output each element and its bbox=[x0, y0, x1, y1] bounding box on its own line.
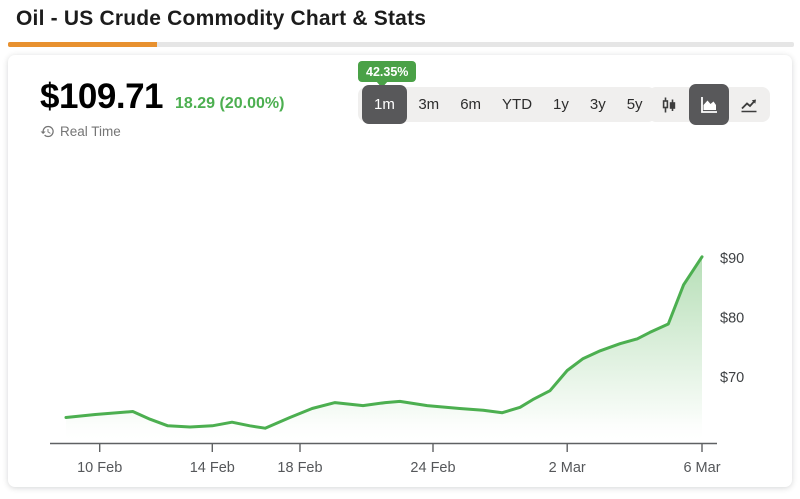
svg-text:$70: $70 bbox=[720, 370, 744, 386]
range-button-5y[interactable]: 5y bbox=[616, 90, 653, 119]
chart-type-candlestick-button[interactable] bbox=[651, 90, 687, 119]
history-clock-icon bbox=[40, 124, 55, 139]
page-title: Oil - US Crude Commodity Chart & Stats bbox=[16, 7, 427, 30]
chart-card: $109.71 18.29 (20.00%) Real Time 42.35% … bbox=[8, 55, 792, 487]
area-chart-icon bbox=[698, 94, 720, 116]
range-button-6m[interactable]: 6m bbox=[450, 90, 492, 119]
range-button-1m[interactable]: 1m bbox=[362, 85, 407, 124]
line-chart-icon bbox=[739, 95, 759, 115]
range-button-ytd[interactable]: YTD bbox=[492, 90, 543, 119]
realtime-row: Real Time bbox=[40, 124, 284, 139]
current-price: $109.71 bbox=[40, 77, 164, 116]
price-change: 18.29 (20.00%) bbox=[175, 95, 285, 112]
title-underline-track bbox=[8, 42, 794, 47]
chart-type-area-button[interactable] bbox=[689, 84, 729, 125]
range-selector: 1m 3m 6m YTD 1y 3y 5y bbox=[358, 85, 657, 124]
quote-block: $109.71 18.29 (20.00%) Real Time bbox=[40, 77, 284, 139]
svg-text:$90: $90 bbox=[720, 251, 744, 267]
range-change-tooltip: 42.35% bbox=[358, 61, 417, 88]
realtime-label: Real Time bbox=[60, 124, 121, 139]
svg-text:18 Feb: 18 Feb bbox=[277, 460, 322, 476]
range-button-3m[interactable]: 3m bbox=[408, 90, 450, 119]
range-button-3y[interactable]: 3y bbox=[579, 90, 616, 119]
svg-text:14 Feb: 14 Feb bbox=[190, 460, 235, 476]
tooltip-arrow-icon bbox=[376, 81, 388, 88]
range-button-1y[interactable]: 1y bbox=[543, 90, 580, 119]
svg-text:24 Feb: 24 Feb bbox=[410, 460, 455, 476]
svg-text:$80: $80 bbox=[720, 311, 744, 327]
svg-text:2 Mar: 2 Mar bbox=[549, 460, 586, 476]
range-change-value: 42.35% bbox=[366, 64, 409, 79]
price-chart[interactable]: 10 Feb 14 Feb 18 Feb 24 Feb 2 Mar 6 Mar $90 $80… bbox=[8, 55, 792, 487]
chart-type-line-button[interactable] bbox=[731, 90, 767, 119]
title-underline-accent bbox=[8, 42, 158, 47]
candlestick-icon bbox=[659, 95, 679, 115]
chart-type-selector bbox=[648, 84, 770, 125]
svg-text:10 Feb: 10 Feb bbox=[77, 460, 122, 476]
svg-text:6 Mar: 6 Mar bbox=[683, 460, 720, 476]
